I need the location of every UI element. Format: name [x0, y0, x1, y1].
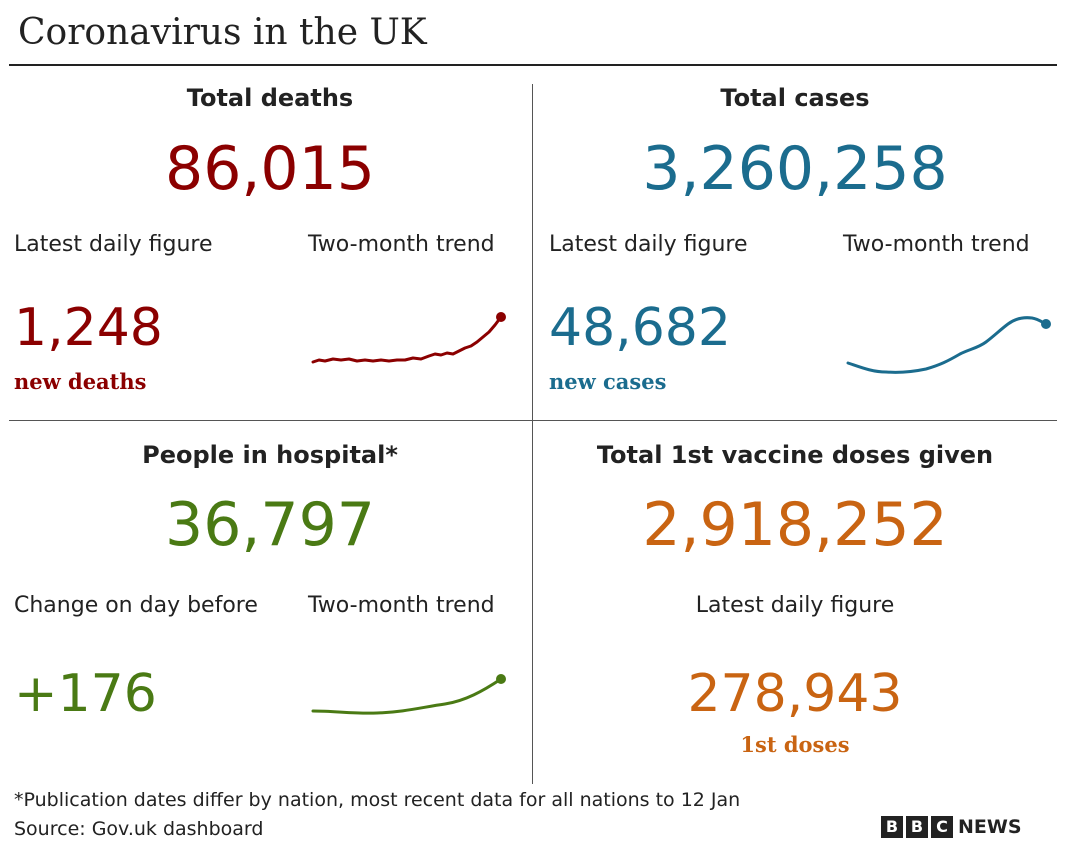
hospital-trend-label: Two-month trend: [308, 593, 495, 618]
logo-letter-c: C: [931, 816, 953, 838]
cases-trend-sparkline: [846, 316, 1051, 374]
hospital-total: 36,797: [165, 490, 375, 560]
hospital-change-label: Change on day before: [14, 593, 258, 618]
hospital-trend-end-dot: [496, 674, 506, 684]
cases-total: 3,260,258: [642, 134, 948, 204]
cases-trend-end-dot: [1041, 319, 1051, 329]
logo-letter-b2: B: [906, 816, 928, 838]
bbc-news-logo: B B C NEWS: [881, 816, 1022, 838]
deaths-trend-sparkline: [311, 312, 506, 364]
deaths-trend-line: [311, 315, 503, 364]
vaccine-latest-value: 278,943: [687, 664, 903, 724]
vertical-divider: [532, 84, 533, 784]
cases-trend-line: [846, 316, 1048, 374]
horizontal-divider: [9, 420, 1057, 421]
title-divider: [9, 64, 1057, 66]
cases-latest-value: 48,682: [549, 298, 731, 358]
deaths-latest-value: 1,248: [14, 298, 163, 358]
source-text: Source: Gov.uk dashboard: [14, 818, 264, 840]
hospital-trend-sparkline: [311, 674, 506, 715]
deaths-trend-end-dot: [496, 312, 506, 322]
page-title: Coronavirus in the UK: [18, 12, 427, 53]
cases-trend-label: Two-month trend: [843, 232, 1030, 257]
deaths-latest-label: Latest daily figure: [14, 232, 213, 257]
vaccine-heading: Total 1st vaccine doses given: [596, 441, 994, 469]
cases-latest-sub: new cases: [549, 369, 667, 394]
deaths-latest-sub: new deaths: [14, 369, 147, 394]
footnote: *Publication dates differ by nation, mos…: [14, 789, 741, 811]
vaccine-total: 2,918,252: [642, 490, 948, 560]
vaccine-latest-label: Latest daily figure: [695, 593, 895, 618]
hospital-trend-line: [311, 677, 503, 715]
deaths-total: 86,015: [165, 134, 375, 204]
hospital-change-value: +176: [14, 664, 157, 724]
deaths-heading: Total deaths: [186, 84, 354, 112]
hospital-heading: People in hospital*: [142, 441, 398, 469]
logo-letter-b1: B: [881, 816, 903, 838]
vaccine-latest-sub: 1st doses: [740, 732, 850, 757]
logo-news-word: NEWS: [958, 816, 1022, 838]
cases-latest-label: Latest daily figure: [549, 232, 748, 257]
deaths-trend-label: Two-month trend: [308, 232, 495, 257]
cases-heading: Total cases: [720, 84, 870, 112]
